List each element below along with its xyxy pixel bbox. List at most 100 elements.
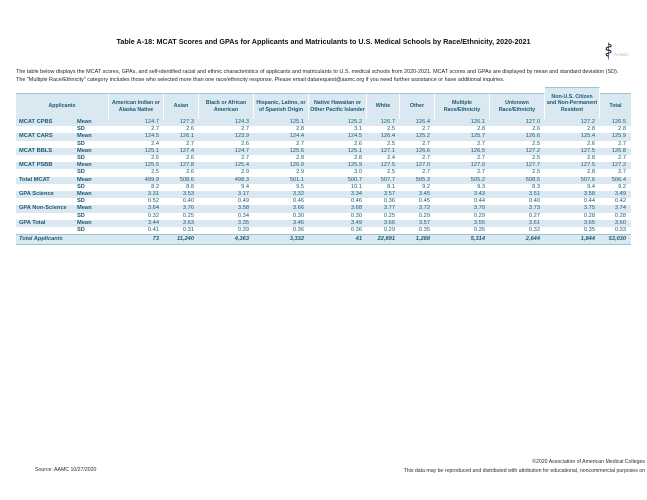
value-cell: 3.72: [400, 205, 435, 213]
value-cell: 126.1: [435, 119, 490, 127]
value-cell: 127.0: [435, 162, 490, 170]
value-cell: 3.49: [309, 219, 367, 228]
value-cell: 0.29: [418, 212, 430, 219]
value-cell: 0.33: [614, 227, 626, 234]
value-cell: 125.9: [309, 162, 367, 170]
value-cell: 3.77: [367, 205, 400, 213]
value-cell: 3.51: [490, 191, 545, 199]
value-cell: 9.5: [296, 183, 304, 190]
value-cell: 2.8: [587, 169, 595, 176]
value-cell: 507.7: [367, 176, 400, 184]
column-header: Native Hawaiian or Other Pacific Islande…: [309, 93, 367, 119]
value-cell: 0.27: [528, 212, 540, 219]
value-cell: 3,332: [254, 234, 309, 245]
column-header: American Indian or Alaska Native: [109, 93, 164, 119]
value-cell: 3.31: [109, 191, 164, 199]
row-label: [16, 184, 74, 191]
column-header: Multiple Race/Ethnicity: [435, 93, 490, 119]
value-cell: 3.63: [164, 219, 199, 228]
corner-header: Applicants: [16, 93, 109, 119]
value-cell: 127.0: [400, 162, 435, 170]
value-cell: 0.49: [237, 198, 249, 205]
row-label: [16, 169, 74, 176]
value-cell: 3.58: [199, 205, 254, 213]
table-row: SD 0.52 0.40 0.49 0.46 0.46 0.36 0.45 0.44 0.40 0.…: [16, 198, 631, 205]
value-cell: 508.6: [164, 176, 199, 184]
value-cell: 0.44: [473, 198, 485, 205]
stat-label: Mean: [74, 133, 109, 141]
column-header: Non-U.S. Citizen and Non-Permanent Resid…: [545, 87, 600, 119]
stat-label: Mean: [74, 176, 109, 184]
table-row: Total MCAT Mean 499.9 508.6 498.3 501.1 500.7 5…: [16, 176, 631, 184]
stat-label: Mean: [74, 119, 109, 127]
value-cell: 8.2: [151, 183, 159, 190]
value-cell: 127.3: [164, 119, 199, 127]
value-cell: 3.74: [600, 205, 631, 213]
value-cell: 3.76: [164, 205, 199, 213]
value-cell: 2.7: [186, 140, 194, 147]
value-cell: 10.1: [350, 183, 362, 190]
table-header-row: Applicants American Indian or Alaska Nat…: [16, 87, 631, 119]
column-header: Black or African American: [199, 93, 254, 119]
row-label: [16, 227, 74, 235]
value-cell: 2.6: [532, 126, 540, 133]
value-cell: 2.4: [151, 140, 159, 147]
value-cell: 0.36: [383, 198, 395, 205]
table-row: SD 2.6 2.6 2.7 2.8 2.8 2.4 2.7 2.7 2.5 2.8 2.7: [16, 155, 631, 162]
value-cell: 3.45: [400, 191, 435, 199]
value-cell: 125.4: [545, 133, 600, 141]
value-cell: 3.32: [254, 191, 309, 199]
value-cell: 125.2: [309, 119, 367, 127]
value-cell: 124.5: [109, 133, 164, 141]
stat-label: SD: [77, 169, 85, 176]
value-cell: 2.9: [241, 169, 249, 176]
value-cell: 500.7: [309, 176, 367, 184]
value-cell: 125.2: [400, 133, 435, 141]
column-header: Hispanic, Latino, or of Spanish Origin: [254, 93, 309, 119]
value-cell: 2.8: [296, 126, 304, 133]
footer-copyright: ©2020 Association of American Medical Co…: [532, 459, 645, 465]
value-cell: 0.42: [614, 198, 626, 205]
value-cell: 9.4: [587, 183, 595, 190]
value-cell: 9.3: [477, 183, 485, 190]
table-row: GPA Total Mean 3.44 3.63 3.35 3.46 3.49 3.66 3.5…: [16, 219, 631, 228]
value-cell: 0.36: [292, 227, 304, 234]
value-cell: 2.5: [151, 169, 159, 176]
table-row: GPA Non-Science Mean 3.64 3.76 3.58 3.66 3.68 3…: [16, 205, 631, 213]
value-cell: 9.4: [241, 183, 249, 190]
value-cell: 126.8: [600, 147, 631, 156]
stat-label: Mean: [74, 147, 109, 156]
value-cell: 126.1: [164, 133, 199, 141]
value-cell: 126.4: [400, 119, 435, 127]
footer-source: Source: AAMC 10/27/2020: [35, 467, 97, 473]
value-cell: 501.1: [254, 176, 309, 184]
value-cell: 126.4: [367, 133, 400, 141]
value-cell: 127.5: [545, 162, 600, 170]
value-cell: 2.5: [532, 155, 540, 162]
value-cell: 127.4: [164, 147, 199, 156]
value-cell: 3.53: [164, 191, 199, 199]
value-cell: 123.9: [199, 133, 254, 141]
value-cell: 3.55: [435, 219, 490, 228]
value-cell: 2.6: [186, 169, 194, 176]
value-cell: 3.70: [435, 205, 490, 213]
table-body-wrap: MCAT CPBS Mean 124.7 127.3 124.3 125.1 125.2 12…: [16, 119, 631, 245]
value-cell: 0.25: [383, 212, 395, 219]
aamc-logo: AAMC: [604, 42, 629, 60]
value-cell: 127.1: [367, 147, 400, 156]
value-cell: 499.9: [109, 176, 164, 184]
value-cell: 126.6: [490, 133, 545, 141]
table-row: SD 2.5 2.6 2.9 2.9 3.0 2.5 2.7 2.7 2.5 2.8 2.7: [16, 169, 631, 176]
value-cell: 3.44: [109, 219, 164, 228]
footer-right: ©2020 Association of American Medical Co…: [404, 458, 645, 476]
column-header: Total: [600, 93, 631, 119]
table-body: MCAT CPBS Mean 124.7 127.3 124.3 125.1 125.2 12…: [16, 119, 631, 245]
value-cell: 5,314: [435, 234, 490, 245]
value-cell: 22,891: [367, 234, 400, 245]
value-cell: 0.29: [473, 212, 485, 219]
row-label: Total MCAT: [16, 176, 74, 184]
column-header: White: [367, 93, 400, 119]
value-cell: 0.35: [473, 227, 485, 234]
table-row: SD 0.32 0.25 0.34 0.30 0.30 0.25 0.29 0.29 0.27 0.…: [16, 213, 631, 220]
